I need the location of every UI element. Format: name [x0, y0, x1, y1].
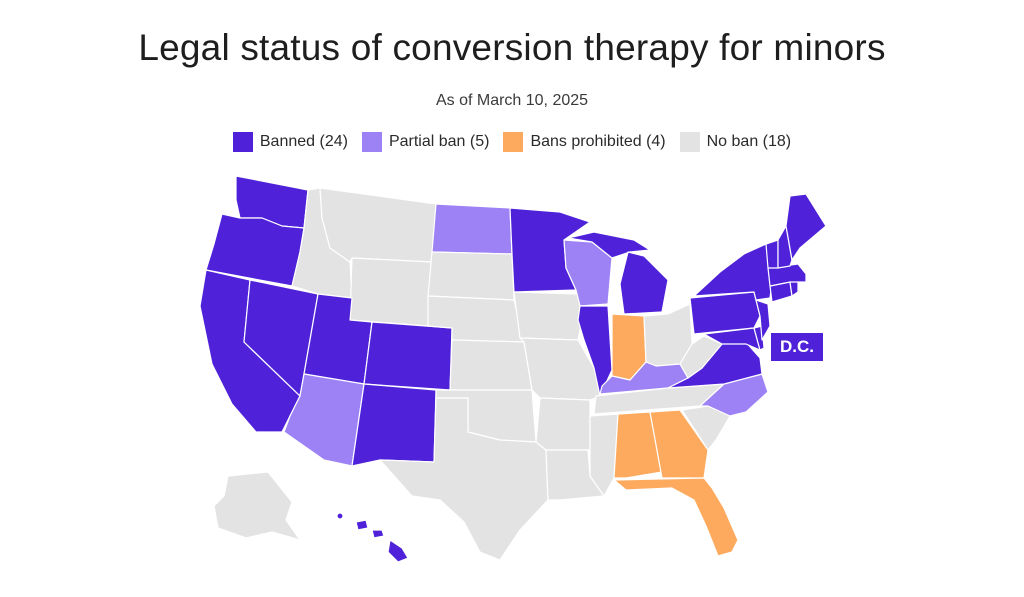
state-wy[interactable] [349, 257, 433, 327]
state-ma[interactable] [767, 263, 807, 287]
state-nd[interactable] [431, 203, 513, 255]
state-ky[interactable] [599, 361, 689, 395]
state-mt[interactable] [319, 187, 437, 263]
state-fl[interactable] [613, 477, 739, 557]
legend-label-prohibited: Bans prohibited (4) [530, 133, 666, 150]
legend-swatch-banned [232, 132, 253, 152]
legend-label-none: No ban (18) [706, 133, 792, 150]
state-nm[interactable] [351, 383, 437, 467]
state-mi-lower[interactable] [619, 251, 669, 315]
legend-item-none: No ban (18) [679, 132, 792, 152]
state-ms[interactable] [589, 413, 619, 497]
state-hi-2[interactable] [355, 519, 369, 531]
state-co[interactable] [363, 321, 453, 391]
map-title: Legal status of conversion therapy for m… [138, 27, 886, 68]
legend-item-prohibited: Bans prohibited (4) [503, 132, 666, 152]
legend-item-banned: Banned (24) [232, 132, 348, 152]
state-pa[interactable] [689, 291, 761, 335]
legend: Banned (24) Partial ban (5) Bans prohibi… [0, 132, 1024, 152]
state-vt[interactable] [765, 239, 779, 269]
legend-swatch-prohibited [503, 132, 524, 152]
dc-label-box[interactable] [771, 333, 823, 361]
state-mi[interactable] [567, 231, 651, 259]
state-sc[interactable] [681, 405, 731, 451]
legend-swatch-partial [361, 132, 382, 152]
state-me[interactable] [785, 193, 827, 261]
state-ny[interactable] [693, 243, 773, 301]
state-hi-3[interactable] [371, 529, 385, 539]
legend-label-banned: Banned (24) [259, 133, 348, 150]
state-md[interactable] [703, 327, 761, 351]
state-ia[interactable] [513, 291, 585, 341]
legend-swatch-none [679, 132, 700, 152]
state-tx[interactable] [379, 397, 549, 561]
state-ar[interactable] [535, 397, 591, 451]
map-subtitle: As of March 10, 2025 [435, 92, 589, 109]
state-nj[interactable] [755, 299, 771, 341]
state-ks[interactable] [449, 339, 533, 391]
state-hi[interactable] [387, 539, 409, 563]
state-il[interactable] [577, 305, 613, 397]
state-ak[interactable] [213, 471, 301, 541]
state-al[interactable] [613, 411, 663, 479]
state-hi-4[interactable] [336, 512, 344, 520]
legend-item-partial: Partial ban (5) [361, 132, 490, 152]
legend-label-partial: Partial ban (5) [388, 133, 490, 150]
dc-label: D.C. [780, 337, 814, 356]
state-nh[interactable] [777, 225, 793, 269]
state-sd[interactable] [427, 251, 515, 301]
state-ga[interactable] [649, 409, 709, 479]
